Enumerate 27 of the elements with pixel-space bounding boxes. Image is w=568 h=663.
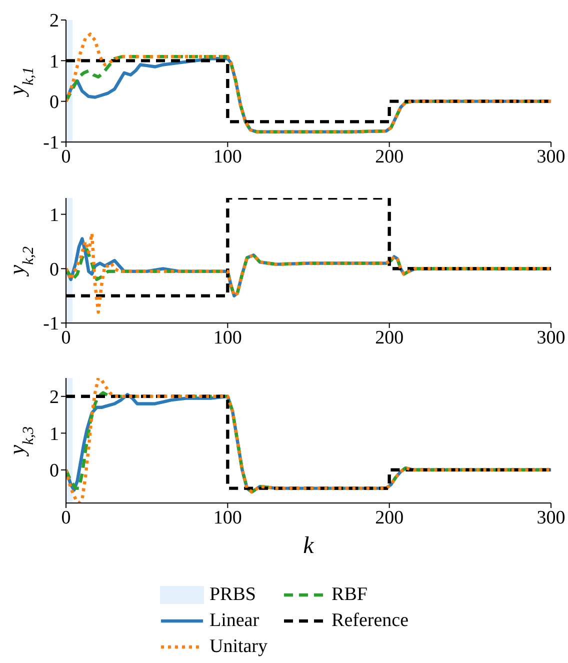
legend-label: Reference — [332, 610, 409, 632]
y-tick-label: 0 — [50, 92, 59, 114]
x-tick-label: 200 — [375, 507, 404, 528]
y-tick-label: 0 — [50, 460, 59, 482]
legend-label: Linear — [209, 610, 260, 632]
legend-label: RBF — [332, 584, 368, 606]
line-series — [66, 32, 551, 134]
x-tick-label: 200 — [375, 327, 404, 348]
y-tick-label: 0 — [50, 259, 59, 280]
y-tick-label: -1 — [43, 314, 59, 335]
line-series — [66, 232, 551, 314]
y-tick-label: 2 — [50, 10, 59, 32]
y-tick-label: -1 — [43, 132, 59, 154]
legend-label: Unitary — [209, 636, 268, 658]
x-tick-label: 200 — [375, 146, 404, 168]
y-tick-label: 1 — [50, 205, 59, 226]
x-tick-label: 300 — [536, 327, 566, 348]
x-tick-label: 300 — [536, 146, 566, 168]
y-tick-label: 1 — [50, 424, 59, 445]
x-axis-title: k — [303, 533, 314, 559]
x-tick-label: 100 — [213, 146, 242, 168]
y-tick-label: 2 — [50, 387, 59, 408]
y-tick-label: 1 — [50, 51, 59, 72]
x-tick-label: 100 — [213, 327, 242, 348]
legend-label: PRBS — [209, 584, 256, 606]
x-tick-label: 100 — [213, 507, 242, 528]
x-tick-label: 300 — [536, 507, 566, 528]
